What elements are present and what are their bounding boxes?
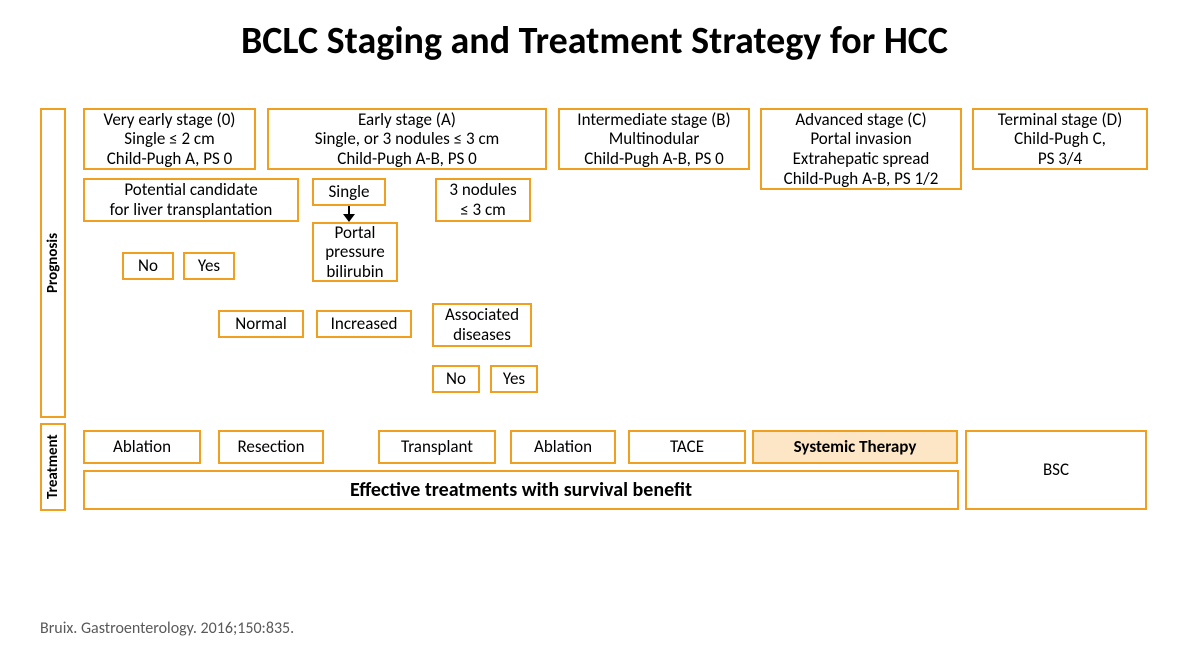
node-text: Yes xyxy=(198,256,220,276)
node-line: Potential candidate xyxy=(110,180,273,200)
stage-line: Early stage (A) xyxy=(315,110,499,130)
node-text: No xyxy=(138,256,158,276)
node-line: diseases xyxy=(445,325,519,345)
node-line: for liver transplantation xyxy=(110,200,273,220)
node-line: 3 nodules xyxy=(449,180,516,200)
treatment-label: Ablation xyxy=(113,437,171,457)
stage-line: Multinodular xyxy=(577,129,730,149)
node-line: bilirubin xyxy=(325,262,384,282)
node-line: Associated xyxy=(445,305,519,325)
node-line: ≤ 3 cm xyxy=(449,200,516,220)
node-yes-2: Yes xyxy=(490,365,538,393)
stage-line: PS 3/4 xyxy=(998,149,1122,169)
treatment-label: BSC xyxy=(1043,460,1069,480)
node-yes-1: Yes xyxy=(183,252,235,280)
stage-line: Child-Pugh A, PS 0 xyxy=(104,149,236,169)
stage-line: Portal invasion xyxy=(784,129,939,149)
stage-line: Advanced stage (C) xyxy=(784,110,939,130)
node-increased: Increased xyxy=(316,310,412,338)
side-label-treatment: Treatment xyxy=(40,423,66,511)
node-no-1: No xyxy=(122,252,174,280)
treatment-label: Ablation xyxy=(534,437,592,457)
node-text: No xyxy=(446,369,466,389)
node-single: Single xyxy=(312,178,386,206)
treatment-tace: TACE xyxy=(628,430,746,464)
treatment-label: Transplant xyxy=(401,437,473,457)
node-portal-pressure: Portal pressure bilirubin xyxy=(312,222,398,282)
node-line: Portal xyxy=(325,223,384,243)
treatment-ablation-1: Ablation xyxy=(83,430,201,464)
treatment-label: TACE xyxy=(670,437,704,457)
node-associated-diseases: Associated diseases xyxy=(432,303,532,347)
node-text: Increased xyxy=(331,314,398,334)
treatment-resection: Resection xyxy=(218,430,324,464)
side-label-prognosis-text: Prognosis xyxy=(44,233,62,293)
stage-line: Terminal stage (D) xyxy=(998,110,1122,130)
stage-advanced: Advanced stage (C) Portal invasion Extra… xyxy=(760,108,962,190)
node-normal: Normal xyxy=(218,310,304,338)
stage-intermediate: Intermediate stage (B) Multinodular Chil… xyxy=(558,108,750,170)
treatment-label: Effective treatments with survival benef… xyxy=(350,479,692,502)
treatment-ablation-2: Ablation xyxy=(510,430,616,464)
treatment-label: Resection xyxy=(237,437,304,457)
stage-early: Early stage (A) Single, or 3 nodules ≤ 3… xyxy=(267,108,547,170)
stage-line: Single ≤ 2 cm xyxy=(104,129,236,149)
treatment-label: Systemic Therapy xyxy=(794,437,917,457)
stage-line: Child-Pugh A-B, PS 1/2 xyxy=(784,169,939,189)
arrow-head-icon xyxy=(343,214,355,222)
node-text: Single xyxy=(328,182,369,202)
node-text: Yes xyxy=(503,369,525,389)
stage-line: Child-Pugh A-B, PS 0 xyxy=(315,149,499,169)
node-potential-candidate: Potential candidate for liver transplant… xyxy=(83,178,299,222)
stage-terminal: Terminal stage (D) Child-Pugh C, PS 3/4 xyxy=(972,108,1148,170)
stage-line: Single, or 3 nodules ≤ 3 cm xyxy=(315,129,499,149)
treatment-transplant: Transplant xyxy=(378,430,496,464)
side-label-treatment-text: Treatment xyxy=(44,435,62,500)
stage-line: Child-Pugh A-B, PS 0 xyxy=(577,149,730,169)
stage-line: Intermediate stage (B) xyxy=(577,110,730,130)
node-three-nodules: 3 nodules ≤ 3 cm xyxy=(435,178,531,222)
stage-line: Child-Pugh C, xyxy=(998,129,1122,149)
treatment-effective: Effective treatments with survival benef… xyxy=(83,470,959,510)
side-label-prognosis: Prognosis xyxy=(40,108,66,418)
stage-line: Very early stage (0) xyxy=(104,110,236,130)
treatment-bsc: BSC xyxy=(965,430,1147,510)
stage-very-early: Very early stage (0) Single ≤ 2 cm Child… xyxy=(83,108,256,170)
page-title: BCLC Staging and Treatment Strategy for … xyxy=(0,18,1189,64)
node-text: Normal xyxy=(235,314,287,334)
stage-line: Extrahepatic spread xyxy=(784,149,939,169)
citation: Bruix. Gastroenterology. 2016;150:835. xyxy=(40,619,294,638)
treatment-systemic: Systemic Therapy xyxy=(752,430,958,464)
node-no-2: No xyxy=(432,365,480,393)
node-line: pressure xyxy=(325,242,384,262)
